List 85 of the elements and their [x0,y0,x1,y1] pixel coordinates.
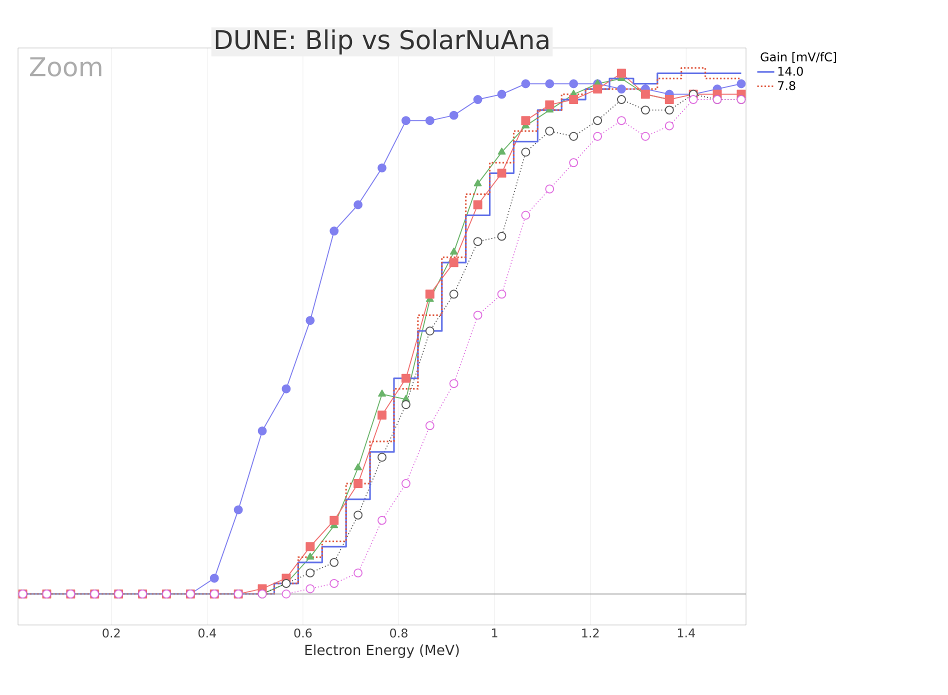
point [282,590,291,598]
point [401,116,410,126]
point [425,290,434,299]
point [401,374,410,383]
point [425,326,434,336]
point [450,248,458,255]
point [617,68,626,78]
point [378,516,386,525]
point [521,210,530,220]
point [545,79,554,88]
x-tick-label: 1.4 [678,628,695,638]
point [354,568,363,578]
point [498,148,506,155]
point [354,463,362,470]
x-tick-label: 1 [492,628,498,638]
point [545,126,554,136]
point [593,116,602,126]
point [330,226,339,236]
point [330,578,339,588]
point [593,84,602,94]
point [282,384,291,394]
point [688,95,698,104]
point [545,100,554,110]
point [234,505,243,514]
point [401,479,410,488]
point [569,158,578,168]
chart-title: DUNE: Blip vs SolarNuAna [216,29,548,54]
point [497,290,506,299]
point [449,379,458,388]
point [617,84,626,94]
point [497,168,506,178]
point [617,116,626,126]
x-tick-label: 0.8 [390,628,408,638]
point [521,116,530,126]
point [425,116,434,126]
point [449,110,458,120]
x-axis-title: Electron Energy (MeV) [305,644,459,658]
point [354,200,363,210]
x-tick-label: 1.2 [582,628,599,638]
point [306,568,315,578]
point [569,132,578,141]
point [569,79,578,88]
point [306,584,315,594]
x-tick-label: 0.4 [198,628,216,638]
point [330,558,339,567]
point [545,184,554,194]
legend-label: 7.8 [778,81,796,90]
point [473,95,482,104]
point [306,552,314,560]
point [306,542,315,552]
point [473,310,482,320]
point [449,258,458,268]
point [401,400,410,410]
point [378,163,386,172]
point [640,106,650,115]
point [449,290,458,299]
point [354,510,363,520]
x-tick-label: 0.2 [102,628,120,638]
point [664,121,674,130]
point [497,232,506,241]
point [474,179,482,186]
x-tick-label: 0.6 [294,628,312,638]
point [354,479,363,488]
point [569,95,578,104]
point [473,237,482,246]
point [521,79,530,88]
point [617,95,626,104]
point [736,79,746,88]
point [425,421,434,430]
point [306,316,315,325]
point [210,574,219,583]
point [378,410,386,420]
point [378,390,386,397]
legend-label: 14.0 [778,66,803,76]
point [593,132,602,141]
point [521,148,530,157]
point [378,452,386,462]
point [640,132,650,141]
point [664,106,674,115]
point [473,200,482,210]
legend-title: Gain [mV/fC] [760,52,836,63]
point [258,426,267,436]
annotation: Zoom [30,57,102,77]
point [497,90,506,99]
point [330,516,339,525]
